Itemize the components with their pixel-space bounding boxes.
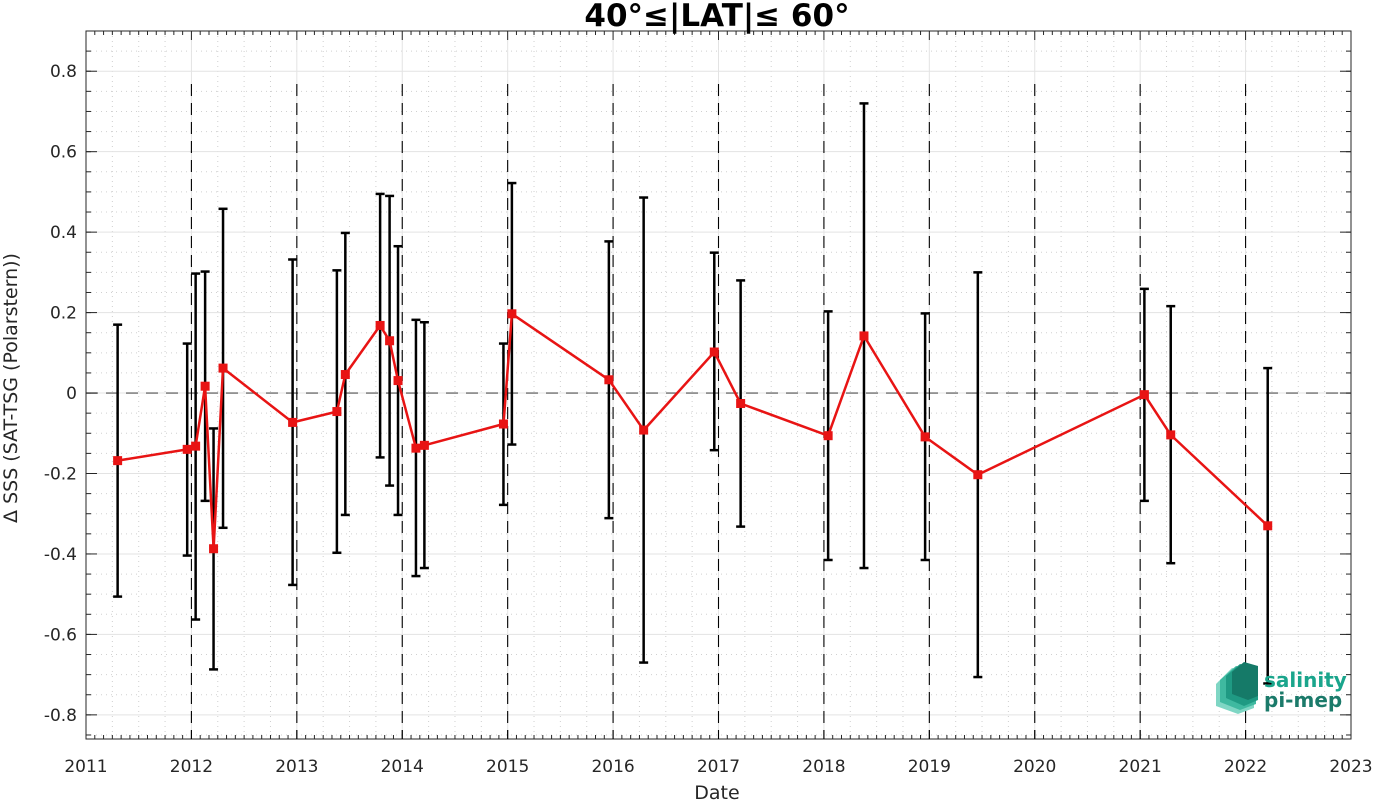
x-tick-label: 2023 bbox=[1329, 757, 1372, 777]
y-tick-label: 0.8 bbox=[50, 62, 77, 82]
data-point-marker bbox=[200, 381, 210, 391]
y-tick-label: -0.2 bbox=[44, 465, 77, 485]
x-tick-label: 2020 bbox=[1013, 757, 1056, 777]
data-point-marker bbox=[507, 309, 517, 319]
data-point-marker bbox=[393, 376, 403, 386]
data-point-marker bbox=[823, 431, 833, 441]
y-tick-label: 0 bbox=[66, 384, 77, 404]
y-tick-label: 0.2 bbox=[50, 304, 77, 324]
data-point-marker bbox=[639, 425, 649, 435]
x-tick-label: 2011 bbox=[64, 757, 107, 777]
data-point-marker bbox=[288, 417, 298, 427]
data-point-marker bbox=[1139, 390, 1149, 400]
x-tick-label: 2015 bbox=[486, 757, 529, 777]
x-tick-label: 2012 bbox=[170, 757, 213, 777]
y-tick-label: -0.4 bbox=[44, 545, 77, 565]
x-tick-label: 2013 bbox=[275, 757, 318, 777]
grid-layer bbox=[85, 30, 1352, 739]
chart-title: 40°≤|LAT|≤ 60° bbox=[584, 0, 849, 34]
data-point-marker bbox=[411, 443, 421, 453]
x-tick-label: 2014 bbox=[381, 757, 424, 777]
year-boundary-lines bbox=[190, 84, 1247, 739]
data-point-marker bbox=[191, 441, 201, 451]
y-tick-label: 0.6 bbox=[50, 143, 77, 163]
logo-graphic-icon bbox=[1216, 662, 1258, 714]
data-point-marker bbox=[419, 440, 429, 450]
x-tick-label: 2016 bbox=[591, 757, 634, 777]
data-point-marker bbox=[340, 370, 350, 380]
data-point-marker bbox=[736, 399, 746, 409]
data-point-marker bbox=[1166, 430, 1176, 440]
data-point-marker bbox=[709, 347, 719, 357]
data-point-marker bbox=[920, 432, 930, 442]
x-tick-label: 2021 bbox=[1119, 757, 1162, 777]
data-point-marker bbox=[604, 375, 614, 385]
data-point-marker bbox=[498, 419, 508, 429]
salinity-pi-mep-logo: salinity pi-mep bbox=[1216, 662, 1347, 714]
data-point-marker bbox=[209, 544, 219, 554]
y-axis-label: Δ SSS (SAT-TSG (Polarstern)) bbox=[0, 253, 22, 523]
x-tick-label: 2019 bbox=[908, 757, 951, 777]
logo-line2: pi-mep bbox=[1264, 688, 1342, 712]
y-tick-label: 0.4 bbox=[50, 223, 77, 243]
logo-line1: salinity bbox=[1264, 668, 1347, 692]
data-point-marker bbox=[1263, 521, 1273, 531]
data-point-marker bbox=[375, 320, 385, 330]
data-point-marker bbox=[973, 470, 983, 480]
x-tick-label: 2018 bbox=[802, 757, 845, 777]
data-point-marker bbox=[113, 456, 123, 466]
x-tick-label: 2017 bbox=[697, 757, 740, 777]
y-tick-label: -0.8 bbox=[44, 706, 77, 726]
x-tick-label: 2022 bbox=[1224, 757, 1267, 777]
tick-labels: 2011 2012 2013 2014 2015 2016 2017 2018 2019 2020… bbox=[44, 62, 1373, 777]
data-point-marker bbox=[385, 336, 395, 346]
data-point-marker bbox=[218, 363, 228, 373]
x-axis-label: Date bbox=[694, 782, 739, 801]
y-tick-label: -0.6 bbox=[44, 625, 77, 645]
data-point-marker bbox=[332, 407, 342, 417]
series-layer bbox=[113, 309, 1273, 554]
data-point-marker bbox=[182, 444, 192, 454]
data-point-marker bbox=[859, 331, 869, 341]
